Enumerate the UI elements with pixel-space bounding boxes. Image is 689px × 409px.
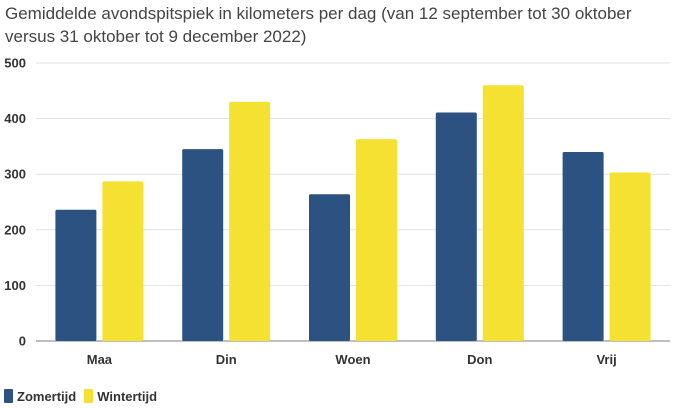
legend-label-wintertijd: Wintertijd bbox=[97, 388, 158, 404]
x-tick-label: Vrij bbox=[596, 352, 616, 367]
legend-label-zomertijd: Zomertijd bbox=[17, 388, 77, 404]
bar-zomertijd-din bbox=[182, 149, 224, 341]
y-tick-label: 200 bbox=[4, 222, 26, 237]
bar-wintertijd-woen bbox=[356, 139, 397, 341]
legend: Zomertijd Wintertijd bbox=[4, 388, 165, 404]
bar-wintertijd-don bbox=[482, 85, 524, 342]
bar-wintertijd-vrij bbox=[609, 172, 651, 341]
chart-title: Gemiddelde avondspitspiek in kilometers … bbox=[5, 4, 632, 46]
bar-wintertijd-maa bbox=[102, 181, 144, 341]
y-tick-label: 400 bbox=[4, 111, 26, 126]
y-tick-label: 100 bbox=[4, 278, 26, 293]
bar-zomertijd-don bbox=[435, 112, 477, 341]
bar-zomertijd-woen bbox=[309, 194, 350, 341]
x-tick-label: Din bbox=[216, 352, 237, 367]
x-axis-ticks: Maa Din Woen Don Vrij bbox=[87, 352, 617, 367]
x-tick-label: Woen bbox=[335, 352, 370, 367]
bar-zomertijd-vrij bbox=[562, 151, 604, 341]
x-tick-label: Don bbox=[467, 352, 492, 367]
legend-swatch-wintertijd bbox=[84, 389, 94, 403]
legend-swatch-zomertijd bbox=[4, 389, 13, 403]
x-tick-label: Maa bbox=[87, 352, 113, 367]
legend-item-zomertijd[interactable]: Zomertijd bbox=[4, 389, 76, 404]
bar-chart: 0 100 200 300 400 500 Maa Din Woen Don Vrij bbox=[4, 56, 670, 367]
y-tick-label: 500 bbox=[4, 56, 26, 71]
y-tick-label: 300 bbox=[4, 167, 26, 182]
y-axis-ticks: 0 100 200 300 400 500 bbox=[4, 56, 26, 349]
bars bbox=[55, 85, 651, 342]
y-tick-label: 0 bbox=[19, 334, 26, 349]
bar-wintertijd-din bbox=[229, 101, 271, 341]
bar-zomertijd-maa bbox=[55, 209, 97, 341]
legend-item-wintertijd[interactable]: Wintertijd bbox=[84, 389, 157, 404]
